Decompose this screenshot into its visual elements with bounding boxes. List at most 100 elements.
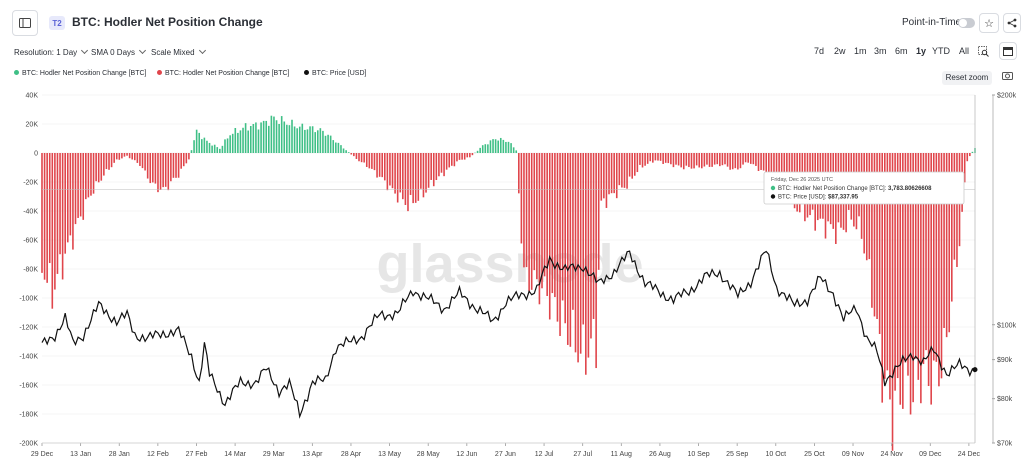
favorite-button[interactable]: ☆ [979,13,999,33]
bar [54,153,56,290]
bar [894,153,896,391]
bar [74,153,77,225]
legend-item-price[interactable]: BTC: Price [USD] [304,70,366,77]
zoom-select-button[interactable] [975,43,991,59]
bar [371,153,373,169]
bar [698,153,701,168]
reset-zoom-button[interactable]: Reset zoom [942,71,992,85]
bar [603,153,605,199]
bar [755,153,757,166]
top-bar: T2 BTC: Hodler Net Position Change Point… [0,0,1024,44]
sma-select[interactable]: SMA 0 Days [91,46,147,57]
bar [157,153,159,193]
bar [860,153,863,239]
tooltip-dot [770,185,776,191]
bar [677,153,680,166]
x-tick-label: 25 Sep [726,451,748,458]
bar [128,153,131,159]
bar [873,153,876,317]
range-1y[interactable]: 1y [916,46,927,56]
bar [510,143,512,153]
bar [56,153,59,274]
bar [219,148,221,153]
x-tick-label: 28 Jan [109,451,130,458]
bar [353,153,355,157]
tooltip-label: BTC: Price [USD]: [778,195,828,201]
x-tick-label: 29 Mar [263,451,285,458]
bar [335,142,337,153]
bar [376,153,378,178]
y-tick-label: 40K [26,93,39,100]
bar [131,153,134,160]
x-tick-label: 12 Feb [147,451,169,458]
bar [319,128,322,153]
bar [260,122,262,153]
bar [652,153,654,163]
bar [211,145,213,153]
bar [216,147,219,153]
calendar-button[interactable] [999,42,1017,60]
range-6m[interactable]: 6m [895,46,908,56]
point-in-time-label: Point-in-Time [902,17,962,28]
bar [930,153,932,405]
bar [566,153,569,345]
bar [837,153,840,223]
bar [85,153,87,200]
bar [46,153,48,283]
legend-item-negative[interactable]: BTC: Hodler Net Position Change [BTC] [157,70,290,77]
range-2w[interactable]: 2w [834,46,846,56]
x-tick-label: 14 Mar [224,451,246,458]
range-3m[interactable]: 3m [874,46,887,56]
bar [471,153,474,156]
bar [780,153,783,185]
bar [943,153,945,328]
range-ytd[interactable]: YTD [932,46,950,56]
bar [412,153,414,204]
bar [680,153,682,168]
price-line [41,250,976,419]
bar [458,153,461,160]
tooltip-date: Friday, Dec 26 2025 UTC [771,177,833,183]
range-all[interactable]: All [959,46,970,56]
y-tick-label: -120K [19,325,38,332]
bar [891,153,894,451]
price-series [41,250,976,419]
point-in-time-toggle[interactable] [958,18,975,28]
screenshot-button[interactable] [1002,71,1013,83]
range-7d[interactable]: 7d [814,46,825,56]
chevron-down-icon [81,46,89,55]
bar [662,153,664,164]
bar [273,116,275,153]
bar [100,153,103,181]
bar [144,153,146,171]
bar [368,153,371,169]
bar [765,153,768,174]
legend-item-positive[interactable]: BTC: Hodler Net Position Change [BTC] [14,70,147,77]
share-button[interactable] [1003,13,1021,33]
bar [582,153,585,325]
toggle-sidebar-button[interactable] [12,10,38,36]
scale-select[interactable]: Scale Mixed [151,46,206,57]
bar [481,145,484,153]
bar [311,126,314,153]
bar [963,153,966,183]
bar [291,119,293,153]
bar [528,153,530,292]
bar [791,153,793,194]
x-tick-label: 13 May [378,451,401,458]
bar [543,153,546,277]
bar [396,153,399,203]
bar [775,153,778,184]
bar [757,153,760,172]
range-1m[interactable]: 1m [854,46,867,56]
bar [306,129,309,153]
bar [711,153,713,167]
resolution-select[interactable]: Resolution: 1 Day [14,46,89,57]
bar [105,153,108,170]
y-tick-label: -20K [23,180,38,187]
bar [587,153,590,358]
bar [51,153,54,309]
bar [505,141,507,153]
bar [708,153,711,167]
